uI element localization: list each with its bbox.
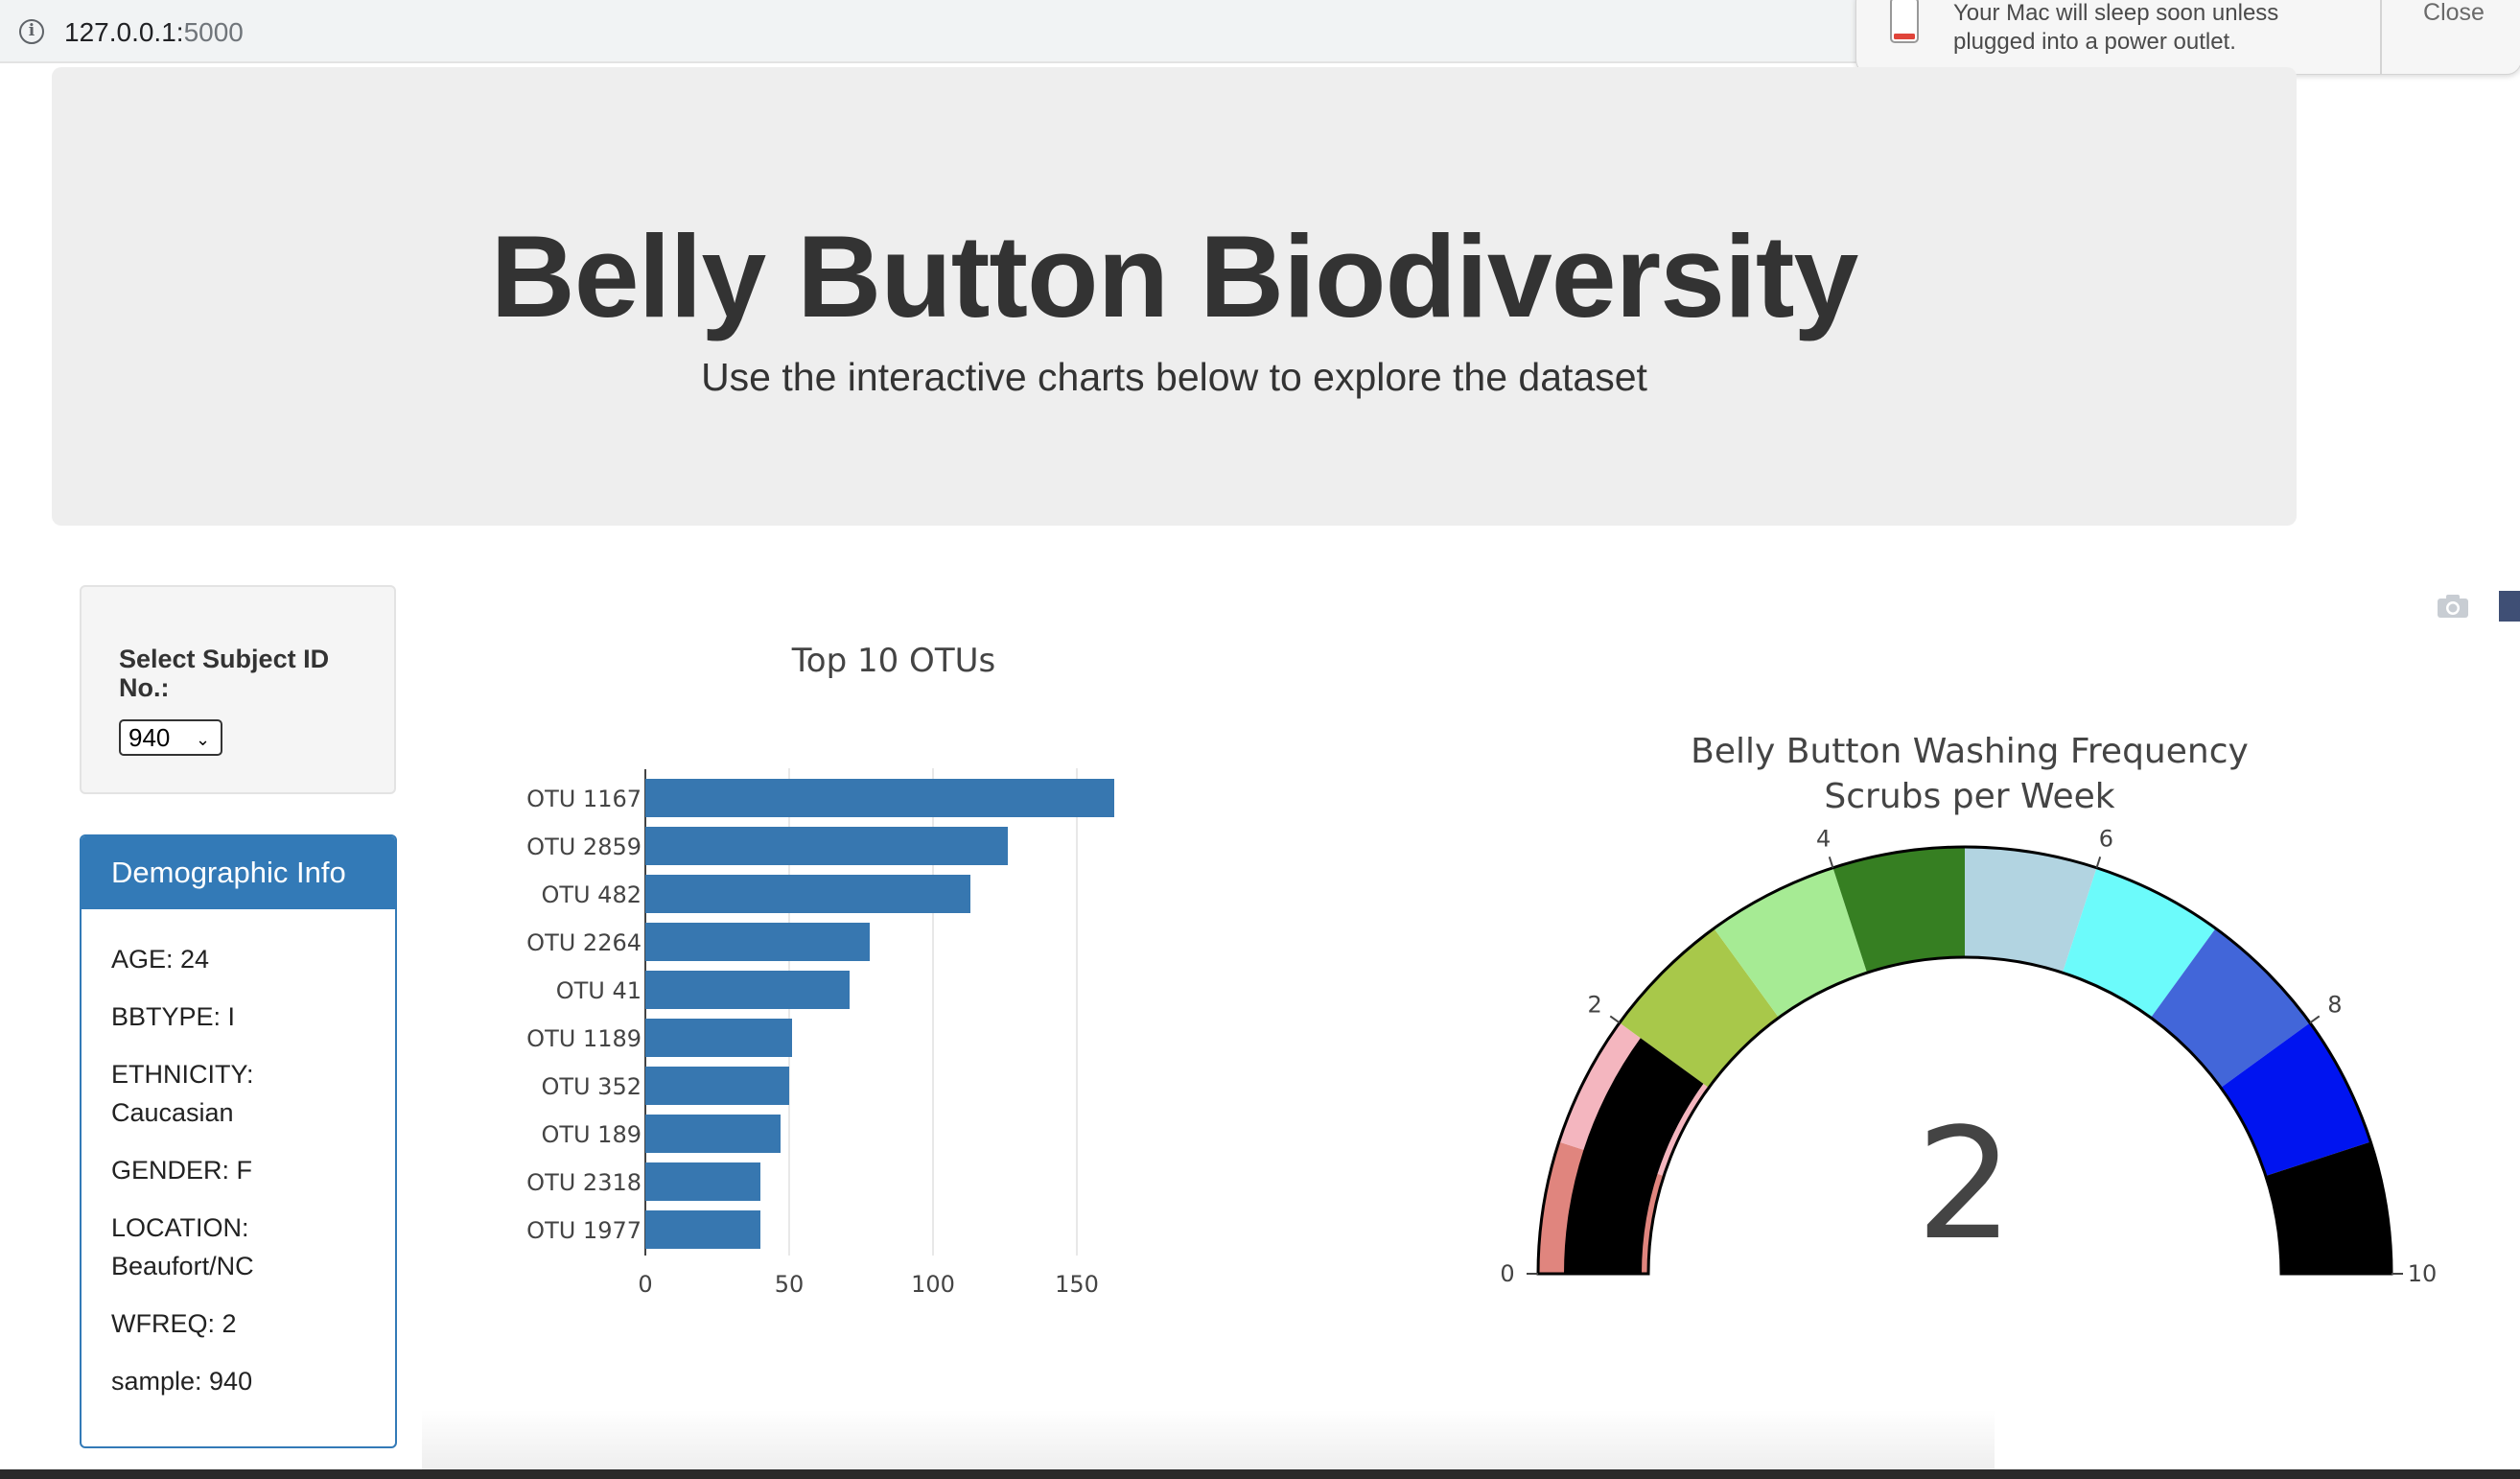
notification-message: Your Mac will sleep soon unless plugged … (1953, 0, 2279, 55)
bar-chart-title: Top 10 OTUs (791, 642, 995, 680)
gauge-step (1619, 927, 1780, 1089)
top-otus-bar-chart[interactable]: Top 10 OTUs OTU 1167 OTU 2859 OTU 482 OTU 2… (499, 623, 1189, 1314)
demographic-info-heading: Demographic Info (82, 836, 395, 909)
otu-bar[interactable] (645, 827, 1008, 865)
url-text[interactable]: 127.0.0.1:5000 (64, 17, 244, 48)
gauge-step (2062, 867, 2216, 1019)
bar-category-label: OTU 1167 (526, 786, 642, 812)
camera-icon[interactable] (2436, 593, 2470, 620)
gauge-tick (1609, 1015, 1621, 1024)
demo-ethnicity: ETHNICITY: Caucasian (111, 1060, 254, 1127)
demo-age: AGE: 24 (111, 945, 210, 974)
demo-wfreq: WFREQ: 2 (111, 1309, 237, 1338)
otu-bar[interactable] (645, 971, 850, 1009)
gauge-value-bar (1564, 1038, 1704, 1274)
bar-category-label: OTU 189 (541, 1121, 642, 1148)
notification-divider (2380, 0, 2382, 74)
url-host: 127.0.0.1: (64, 17, 184, 47)
otu-bar[interactable] (645, 1210, 760, 1249)
otu-bar[interactable] (645, 1067, 789, 1105)
gauge-tick-label: 8 (2327, 992, 2342, 1019)
demographic-info-panel: Demographic Info AGE: 24 BBTYPE: I ETHNI… (80, 834, 397, 1448)
subject-selector-panel: Select Subject ID No.: 940 ⌄ (80, 585, 396, 794)
demo-gender: GENDER: F (111, 1156, 253, 1185)
gauge-tick-label: 6 (2099, 825, 2113, 852)
battery-icon (1890, 0, 1919, 43)
gauge-step (2265, 1141, 2392, 1274)
gauge-tick-label: 2 (1587, 992, 1601, 1019)
otu-bar[interactable] (645, 923, 870, 961)
gauge-tick (1828, 857, 1834, 869)
otu-bar[interactable] (645, 1115, 781, 1153)
gauge-step (2150, 927, 2311, 1089)
demo-bbtype: BBTYPE: I (111, 1002, 236, 1031)
bar-xtick-label: 100 (911, 1271, 955, 1298)
gauge-tick-label: 4 (1816, 825, 1831, 852)
wash-frequency-gauge[interactable]: Belly Button Washing Frequency Scrubs pe… (1496, 719, 2445, 1304)
plotly-logo-icon[interactable] (2499, 591, 2520, 622)
bar-category-label: OTU 1977 (526, 1217, 642, 1244)
jumbotron-header: Belly Button Biodiversity Use the intera… (52, 67, 2297, 526)
gauge-step (2220, 1022, 2371, 1177)
bar-xtick-label: 50 (775, 1271, 805, 1298)
bar-category-label: OTU 2318 (526, 1169, 642, 1196)
otu-bar[interactable] (645, 875, 970, 913)
gauge-tick (2309, 1015, 2321, 1024)
bar-category-label: OTU 41 (556, 977, 642, 1004)
gauge-tick-label: 10 (2408, 1260, 2438, 1287)
subject-id-value: 940 (128, 723, 171, 752)
low-battery-notification: Your Mac will sleep soon unless plugged … (1855, 0, 2520, 75)
demo-sample: sample: 940 (111, 1367, 253, 1396)
otu-bar[interactable] (645, 779, 1114, 817)
window-bottom-edge (0, 1469, 2520, 1479)
chevron-down-icon: ⌄ (196, 730, 211, 749)
otu-bar[interactable] (645, 1019, 792, 1057)
url-port: 5000 (183, 17, 244, 47)
gauge-subtitle: Scrubs per Week (1824, 777, 2114, 816)
page-title: Belly Button Biodiversity (490, 211, 1859, 341)
demo-location: LOCATION: Beaufort/NC (111, 1213, 254, 1280)
bar-category-label: OTU 482 (541, 881, 642, 908)
gauge-step (1832, 847, 1965, 974)
bar-category-label: OTU 1189 (526, 1025, 642, 1052)
select-subject-label: Select Subject ID No.: (119, 645, 330, 702)
gauge-tick (2095, 857, 2102, 869)
notification-close-button[interactable]: Close (2423, 0, 2485, 26)
gauge-outline (1536, 845, 2393, 1276)
gauge-tick-label: 0 (1500, 1260, 1514, 1287)
bar-category-label: OTU 2264 (526, 929, 642, 956)
bar-category-label: OTU 352 (541, 1073, 642, 1100)
otu-bar[interactable] (645, 1162, 760, 1201)
gauge-step (1965, 847, 2097, 974)
gauge-title: Belly Button Washing Frequency (1691, 732, 2249, 771)
page-subtitle: Use the interactive charts below to expl… (701, 355, 1647, 399)
subject-id-dropdown[interactable]: 940 ⌄ (119, 719, 222, 756)
url-field[interactable]: i 127.0.0.1:5000 (0, 4, 1879, 58)
page-bottom-fade (422, 1410, 1995, 1471)
gauge-step (1714, 867, 1868, 1019)
gauge-value: 2 (1916, 1094, 2014, 1274)
bar-category-label: OTU 2859 (526, 833, 642, 860)
bar-xtick-label: 0 (638, 1271, 652, 1298)
info-icon[interactable]: i (19, 19, 44, 44)
bar-xtick-label: 150 (1055, 1271, 1099, 1298)
